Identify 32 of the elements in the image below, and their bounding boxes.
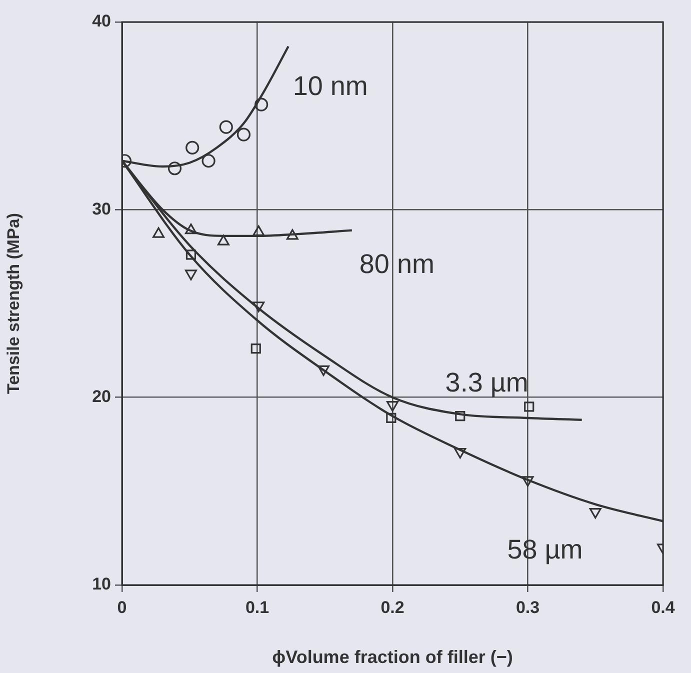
point bbox=[454, 448, 466, 459]
point bbox=[186, 250, 196, 260]
x-tick-label: 0.1 bbox=[245, 598, 270, 617]
point bbox=[318, 365, 330, 376]
series-label: 80 nm bbox=[359, 248, 434, 279]
y-tick-label: 10 bbox=[92, 574, 111, 594]
series-label: 3.3 µm bbox=[445, 367, 528, 398]
point bbox=[386, 401, 398, 412]
x-tick-label: 0 bbox=[117, 598, 127, 617]
x-tick-label: 0.2 bbox=[380, 598, 404, 617]
point bbox=[589, 508, 602, 519]
y-tick-label: 20 bbox=[92, 387, 111, 406]
point bbox=[168, 162, 182, 176]
y-axis-title: Tensile strength (MPa) bbox=[4, 212, 23, 394]
point bbox=[254, 98, 268, 112]
point bbox=[184, 270, 197, 280]
y-tick-label: 30 bbox=[92, 199, 111, 218]
y-tick-label: 40 bbox=[92, 12, 111, 31]
point bbox=[186, 140, 200, 155]
point bbox=[219, 120, 233, 134]
point bbox=[250, 344, 261, 354]
x-tick-label: 0.4 bbox=[651, 598, 676, 617]
point bbox=[455, 411, 466, 422]
point bbox=[524, 402, 534, 412]
point bbox=[236, 128, 251, 142]
point bbox=[202, 154, 216, 168]
point bbox=[252, 302, 265, 312]
point bbox=[386, 412, 396, 424]
point bbox=[522, 476, 534, 487]
x-axis-title: ϕVolume fraction of filler (−) bbox=[272, 647, 513, 668]
x-tick-label: 0.3 bbox=[516, 598, 540, 617]
series-label: 10 nm bbox=[292, 70, 368, 101]
